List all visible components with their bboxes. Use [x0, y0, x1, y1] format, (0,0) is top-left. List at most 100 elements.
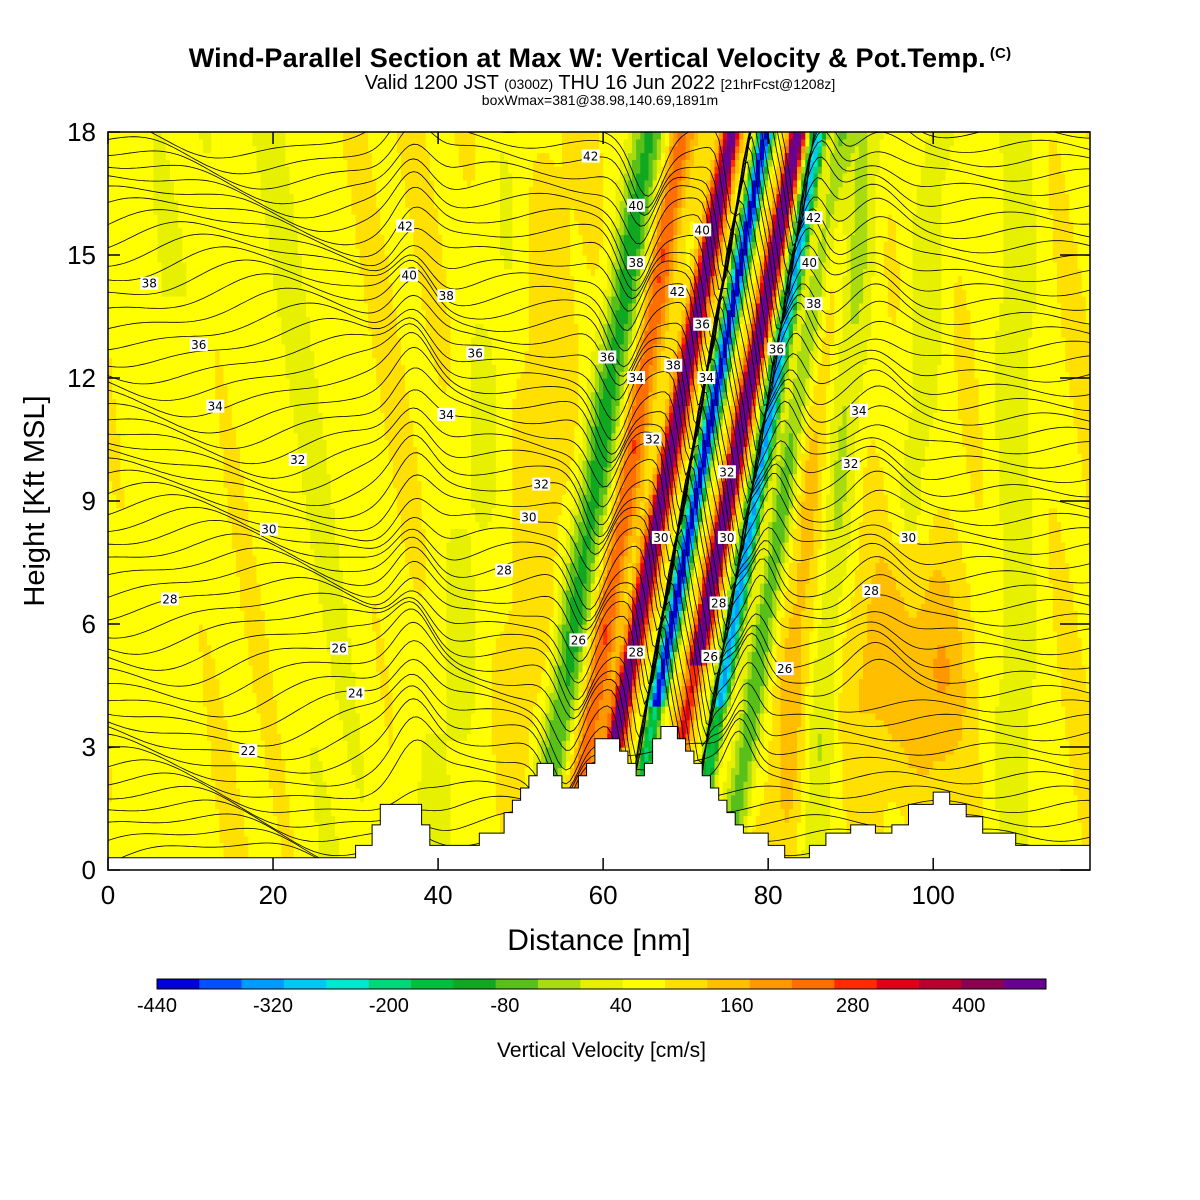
field-cell: [607, 651, 612, 659]
field-cell: [293, 405, 320, 413]
field-cell: [495, 398, 513, 406]
field-cell: [693, 514, 699, 523]
field-cell: [570, 753, 575, 762]
field-cell: [268, 665, 332, 673]
field-cell: [623, 589, 629, 598]
field-cell: [780, 671, 802, 680]
field-cell: [565, 610, 571, 618]
field-cell: [1003, 651, 1037, 659]
field-cell: [764, 678, 769, 687]
field-cell: [731, 699, 740, 707]
field-cell: [248, 507, 307, 516]
field-cell: [702, 535, 707, 543]
field-cell: [706, 419, 716, 427]
field-cell: [714, 391, 720, 400]
field-cell: [681, 644, 687, 652]
field-cell: [557, 678, 567, 687]
field-cell: [698, 617, 703, 625]
field-cell: [846, 487, 856, 495]
field-cell: [623, 624, 629, 632]
field-cell: [586, 712, 600, 721]
field-cell: [215, 665, 254, 673]
field-cell: [310, 753, 320, 762]
field-cell: [582, 671, 588, 680]
field-cell: [648, 542, 658, 550]
field-cell: [561, 603, 567, 611]
field-cell: [665, 446, 670, 454]
field-cell: [759, 719, 765, 728]
field-cell: [945, 685, 967, 693]
field-cell: [578, 419, 584, 427]
field-cell: [207, 630, 245, 639]
field-cell: [1028, 740, 1070, 748]
field-cell: [858, 692, 967, 700]
field-cell: [731, 671, 736, 680]
field-cell: [524, 767, 534, 775]
field-cell: [590, 617, 596, 625]
field-cell: [830, 432, 839, 441]
field-cell: [388, 453, 419, 461]
field-cell: [339, 548, 406, 557]
field-cell: [293, 419, 324, 427]
field-cell: [660, 576, 666, 584]
field-cell: [797, 767, 802, 775]
field-cell: [875, 562, 889, 570]
field-cell: [471, 562, 513, 570]
field-cell: [384, 425, 414, 434]
field-cell: [648, 405, 654, 413]
field-cell: [685, 692, 695, 700]
field-cell: [611, 706, 617, 714]
field-cell: [726, 487, 736, 495]
field-cell: [570, 569, 579, 577]
field-cell: [817, 432, 827, 441]
field-cell: [268, 651, 332, 659]
field-cell: [759, 596, 765, 605]
field-cell: [805, 419, 811, 427]
field-cell: [995, 774, 1029, 782]
field-cell: [665, 685, 670, 693]
field-cell: [693, 494, 699, 502]
field-cell: [681, 699, 687, 707]
field-cell: [792, 473, 798, 482]
field-cell: [644, 514, 650, 523]
field-cell: [735, 781, 745, 789]
field-cell: [693, 507, 699, 516]
field-cell: [685, 576, 691, 584]
field-cell: [615, 603, 621, 611]
field-cell: [801, 692, 806, 700]
field-cell: [718, 740, 724, 748]
field-cell: [372, 603, 377, 611]
field-cell: [755, 439, 761, 447]
field-cell: [636, 712, 641, 721]
field-cell: [376, 644, 386, 652]
field-cell: [487, 521, 513, 529]
field-cell: [706, 384, 712, 393]
field-cell: [962, 630, 976, 639]
field-cell: [1032, 487, 1087, 495]
field-cell: [293, 835, 320, 844]
field-cell: [264, 747, 282, 755]
field-cell: [693, 589, 699, 598]
field-cell: [495, 788, 526, 796]
field-cell: [759, 528, 769, 536]
field-cell: [619, 555, 625, 564]
field-cell: [1032, 535, 1050, 543]
field-cell: [1061, 678, 1087, 687]
field-cell: [1081, 460, 1090, 468]
field-cell: [648, 378, 654, 386]
field-cell: [314, 562, 340, 570]
field-cell: [112, 767, 212, 775]
field-cell: [702, 398, 707, 406]
field-cell: [821, 747, 835, 755]
field-cell: [578, 753, 592, 762]
field-cell: [574, 699, 579, 707]
field-cell: [904, 453, 926, 461]
field-cell: [764, 699, 769, 707]
field-cell: [755, 384, 761, 393]
field-cell: [842, 576, 856, 584]
field-cell: [846, 630, 868, 639]
field-cell: [764, 391, 769, 400]
field-cell: [636, 446, 641, 454]
field-cell: [281, 747, 311, 755]
field-cell: [565, 733, 571, 741]
